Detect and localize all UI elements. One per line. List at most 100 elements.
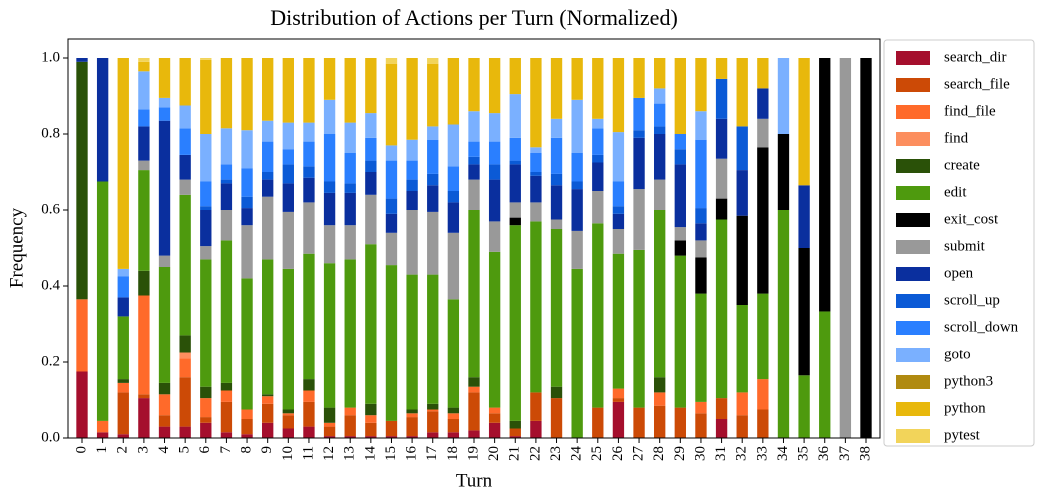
bar-segment xyxy=(323,422,336,427)
bar-segment xyxy=(262,394,274,397)
bar-segment xyxy=(200,210,212,247)
bar-segment xyxy=(303,390,315,402)
bar-segment xyxy=(592,162,604,191)
chart-title: Distribution of Actions per Turn (Normal… xyxy=(270,5,678,30)
bar-segment xyxy=(282,58,294,123)
bar-segment xyxy=(200,206,212,210)
bar-segment xyxy=(592,154,604,163)
bar-segment xyxy=(695,413,707,438)
bar-segment xyxy=(633,130,645,138)
bar-segment xyxy=(715,78,728,119)
bar-segment xyxy=(200,246,212,260)
bar-segment xyxy=(798,375,810,438)
bar-segment xyxy=(468,164,480,180)
x-tick-label: 29 xyxy=(672,446,688,461)
bar-segment xyxy=(592,191,604,224)
bar-segment xyxy=(488,164,501,180)
bar-segment xyxy=(715,118,728,159)
bar-segment xyxy=(179,154,191,180)
y-tick-label: 1.0 xyxy=(41,49,60,65)
x-tick-label: 30 xyxy=(692,446,708,461)
x-tick-label: 33 xyxy=(754,446,770,461)
bar-segment xyxy=(220,382,233,391)
bar-segment xyxy=(612,388,625,399)
legend-swatch xyxy=(896,132,930,146)
bar-segment xyxy=(282,122,294,150)
bar-segment xyxy=(138,109,150,127)
bar-segment xyxy=(385,198,398,214)
x-tick-label: 36 xyxy=(816,446,832,462)
bar-segment xyxy=(344,58,356,123)
bar-segment xyxy=(220,390,233,402)
legend-label: create xyxy=(944,157,980,173)
bar-segment xyxy=(488,251,501,408)
legend-label: pytest xyxy=(944,427,981,443)
x-tick-label: 38 xyxy=(857,446,873,461)
bar-segment xyxy=(571,58,583,100)
bar-segment xyxy=(179,58,191,106)
bar-segment xyxy=(736,392,748,416)
bar-segment xyxy=(282,183,294,212)
bar-segment xyxy=(757,293,769,380)
x-tick-label: 2 xyxy=(115,446,131,454)
bar-segment xyxy=(365,415,377,423)
bar-segment xyxy=(262,196,274,260)
bar-segment xyxy=(427,274,439,404)
x-tick-label: 4 xyxy=(156,446,172,454)
bar-segment xyxy=(612,253,625,389)
bar-segment xyxy=(200,259,212,387)
bar-segment xyxy=(715,398,728,419)
bar-segment xyxy=(798,185,810,248)
bar-segment xyxy=(406,210,418,275)
bar-segment xyxy=(262,422,274,438)
bar-segment xyxy=(550,137,563,174)
bar-segment xyxy=(509,436,521,438)
bar-segment xyxy=(715,198,728,220)
bar-segment xyxy=(241,419,253,435)
bar-segment xyxy=(200,398,212,418)
bar-segment xyxy=(612,132,625,182)
bar-segment xyxy=(385,213,398,233)
y-tick-label: 0.0 xyxy=(41,429,60,445)
x-tick-label: 25 xyxy=(589,446,605,461)
bar-segment xyxy=(427,58,439,64)
bar-segment xyxy=(695,240,707,258)
bar-segment xyxy=(571,153,583,182)
x-tick-label: 21 xyxy=(507,446,523,461)
bar-segment xyxy=(344,436,356,438)
bar-segment xyxy=(241,434,253,438)
bar-segment xyxy=(179,128,191,155)
bar-segment xyxy=(695,58,707,112)
bar-segment xyxy=(220,240,233,383)
bar-segment xyxy=(674,240,686,256)
bar-segment xyxy=(344,259,356,408)
legend-swatch xyxy=(896,375,930,389)
x-tick-label: 28 xyxy=(651,446,667,461)
bar-segment xyxy=(323,263,336,408)
bar-segment xyxy=(179,377,191,427)
bar-segment xyxy=(509,202,521,218)
legend-label: scroll_down xyxy=(944,319,1019,335)
x-tick-label: 37 xyxy=(837,446,853,462)
bar-segment xyxy=(406,413,418,418)
legend-label: submit xyxy=(944,238,986,254)
bar-segment xyxy=(138,270,150,296)
bar-segment xyxy=(447,124,460,167)
bar-segment xyxy=(158,382,171,395)
bar-segment xyxy=(158,255,171,267)
bar-segment xyxy=(179,358,191,378)
bar-segment xyxy=(736,58,748,127)
bar-segment xyxy=(96,58,109,182)
bar-segment xyxy=(117,58,129,269)
bar-segment xyxy=(344,225,356,260)
bar-segment xyxy=(220,58,233,129)
bar-segment xyxy=(220,164,233,180)
bar-segment xyxy=(654,103,666,127)
bar-segment xyxy=(427,432,439,438)
bar-segment xyxy=(468,58,480,112)
bar-segment xyxy=(344,153,356,184)
bar-segment xyxy=(117,316,129,380)
bar-segment xyxy=(220,183,233,210)
bar-segment xyxy=(179,179,191,195)
